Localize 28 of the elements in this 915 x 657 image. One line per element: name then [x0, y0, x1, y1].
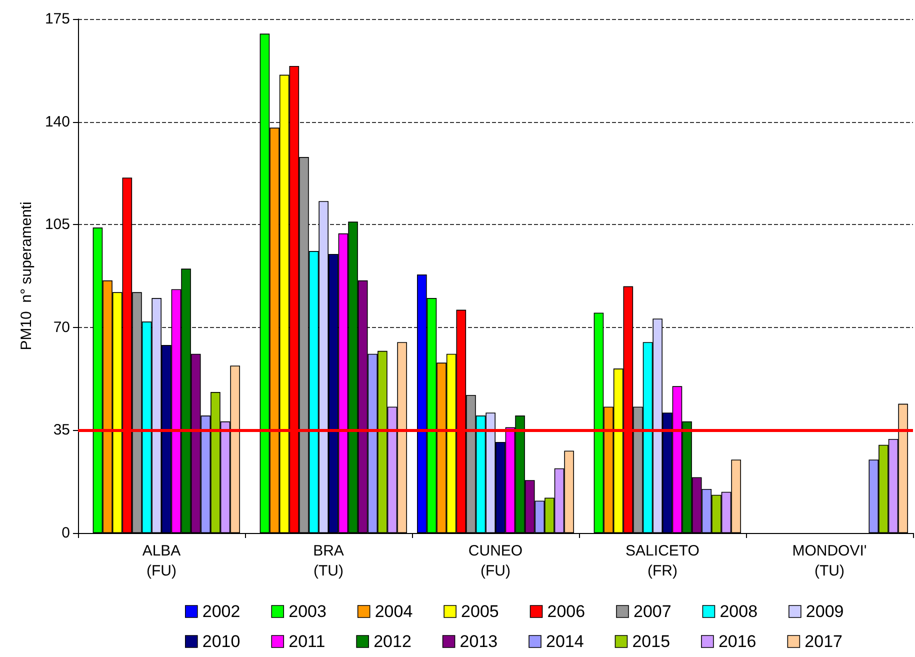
legend-label: 2003	[288, 602, 326, 621]
x-tick-label: MONDOVI' (TU)	[792, 542, 867, 580]
x-tick-label: CUNEO (FU)	[468, 542, 523, 580]
y-axis-title: PM10 n° superamenti	[18, 202, 36, 350]
legend-label: 2010	[202, 632, 240, 651]
legend-label: 2006	[547, 602, 586, 621]
y-tick-label: 70	[53, 318, 70, 336]
legend-label: 2011	[288, 632, 326, 651]
legend-label: 2004	[374, 602, 413, 621]
legend-label: 2014	[546, 632, 584, 651]
legend-label: 2016	[718, 632, 756, 651]
x-tick-label: BRA (TU)	[313, 542, 344, 580]
y-tick-label: 105	[44, 216, 70, 234]
legend-label: 2013	[460, 632, 498, 651]
legend-label: 2007	[633, 602, 672, 621]
y-tick-label: 140	[44, 113, 70, 130]
y-tick-label: 35	[53, 422, 70, 439]
legend-label: 2002	[202, 602, 240, 621]
legend-label: 2012	[374, 632, 412, 651]
legend-label: 2009	[806, 602, 844, 621]
y-tick-label: 175	[44, 10, 70, 28]
x-tick-label: ALBA (FU)	[142, 542, 181, 580]
legend-label: 2017	[804, 632, 842, 651]
x-tick-label: SALICETO (FR)	[626, 542, 700, 580]
legend-label: 2005	[461, 602, 499, 621]
y-tick-label: 0	[62, 524, 70, 542]
legend-label: 2008	[720, 602, 758, 621]
legend-label: 2015	[632, 632, 670, 651]
